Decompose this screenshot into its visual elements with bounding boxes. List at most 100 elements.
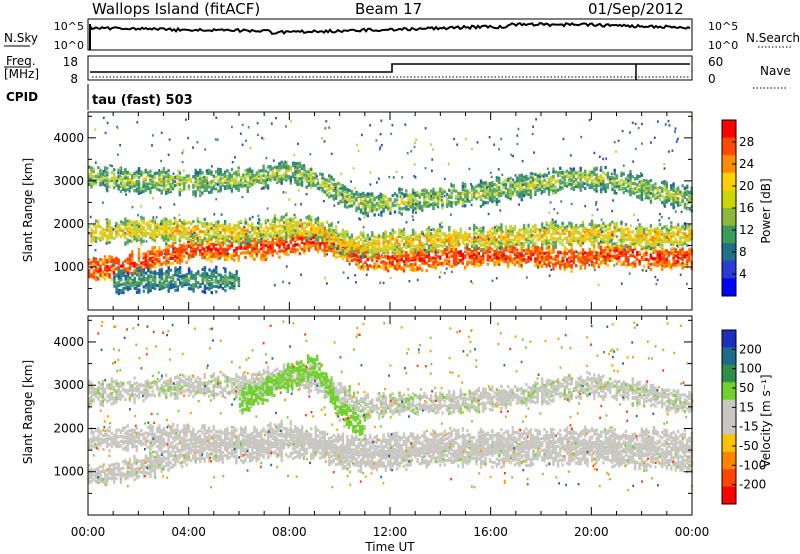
heatmap-cell-0-2424 [315, 218, 317, 221]
heatmap-cell-0-1409 [568, 261, 570, 264]
heatmap-cell-0-2032 [181, 235, 183, 238]
heatmap-cell-0-1382 [559, 265, 561, 268]
heatmap-cell-0-4100 [276, 177, 278, 180]
heatmap-cell-0-2984 [500, 223, 502, 226]
heatmap-cell-0-3168 [566, 239, 568, 242]
heatmap-cell-0-4302 [344, 191, 346, 194]
heatmap-cell-0-228 [167, 244, 169, 247]
heatmap-cell-0-2493 [335, 225, 337, 228]
heatmap-cell-0-3056 [527, 234, 529, 237]
heatmap-cell-0-975 [419, 255, 421, 258]
heatmap-cell-0-3502 [675, 226, 677, 229]
heatmap-cell-0-1508 [602, 249, 604, 252]
heatmap-cell-0-3716 [142, 171, 144, 174]
heatmap-cell-0-752 [344, 247, 346, 250]
heatmap-cell-0-2306 [274, 214, 276, 217]
heatmap-cell-0-1080 [455, 255, 457, 258]
heatmap-cell-0-4630 [464, 183, 466, 186]
heatmap-cell-0-3374 [636, 230, 638, 233]
heatmap-cell-0-2492 [335, 229, 337, 232]
heatmap-cell-0-547 [278, 245, 280, 248]
heatmap-cell-0-1121 [471, 250, 473, 253]
heatmap-cell-0-4319 [351, 196, 353, 199]
heatmap-cell-0-2063 [192, 241, 194, 244]
heatmap-cell-0-3349 [625, 227, 627, 230]
heatmap-cell-0-1726 [681, 250, 683, 253]
heatmap-cell-0-1509 [604, 262, 606, 265]
freq-unit-label: [MHz] [4, 67, 39, 81]
heatmap-cell-0-186 [151, 246, 153, 249]
heatmap-cell-0-3708 [140, 187, 142, 190]
heatmap-cell-0-3982 [233, 185, 235, 188]
heatmap-cell-0-4856 [537, 177, 539, 180]
heatmap-cell-0-2884 [473, 247, 475, 250]
heatmap-cell-0-3937 [217, 168, 219, 171]
heatmap-cell-0-1598 [634, 255, 636, 258]
heatmap-cell-0-4597 [455, 201, 457, 204]
heatmap-cell-0-945 [410, 248, 412, 251]
heatmap-cell-0-2800 [437, 228, 439, 231]
heatmap-cell-0-3206 [577, 230, 579, 233]
heatmap-cell-0-4233 [321, 187, 323, 190]
heatmap-cell-0-3546 [688, 227, 690, 230]
heatmap-cell-0-1899 [140, 237, 142, 240]
heatmap-cell-0-1854 [129, 239, 131, 242]
heatmap-cell-0-2219 [244, 240, 246, 243]
heatmap-cell-0-1531 [611, 259, 613, 262]
heatmap-cell-0-511 [262, 240, 264, 243]
heatmap-cell-0-3174 [568, 239, 570, 242]
heatmap-cell-0-4881 [546, 174, 548, 177]
heatmap-cell-0-4653 [478, 195, 480, 198]
heatmap-cell-0-2666 [392, 237, 394, 240]
heatmap-cell-0-2349 [290, 230, 292, 233]
heatmap-cell-0-3858 [195, 184, 197, 187]
heatmap-cell-0-189 [154, 262, 156, 265]
heatmap-cell-0-1187 [496, 255, 498, 258]
heatmap-cell-0-371 [217, 249, 219, 252]
heatmap-cell-0-2413 [310, 216, 312, 219]
heatmap-cell-0-4456 [403, 201, 405, 204]
heatmap-cell-0-3902 [206, 187, 208, 190]
heatmap-cell-0-1641 [654, 261, 656, 264]
heatmap-cell-0-1221 [507, 261, 509, 264]
heatmap-cell-0-2814 [441, 232, 443, 235]
heatmap-cell-0-194 [154, 246, 156, 249]
heatmap-cell-0-1547 [618, 259, 620, 262]
heatmap-cell-0-1175 [491, 254, 493, 257]
heatmap-cell-0-4533 [430, 203, 432, 206]
heatmap-cell-0-1925 [147, 221, 149, 224]
heatmap-cell-0-2796 [437, 238, 439, 241]
heatmap-cell-0-3925 [213, 175, 215, 178]
heatmap-cell-0-3584 [99, 179, 101, 182]
heatmap-cell-0-4437 [394, 192, 396, 195]
heatmap-cell-0-1612 [641, 256, 643, 259]
heatmap-cell-0-277 [185, 261, 187, 264]
heatmap-cell-0-516 [265, 239, 267, 242]
heatmap-cell-0-4314 [349, 197, 351, 200]
heatmap-cell-0-1956 [156, 223, 158, 226]
heatmap-cell-0-2037 [181, 224, 183, 227]
heatmap-cell-0-2589 [367, 241, 369, 244]
heatmap-cell-0-4451 [401, 198, 403, 201]
heatmap-cell-0-2998 [507, 238, 509, 241]
heatmap-cell-0-3510 [677, 228, 679, 231]
heatmap-cell-0-170 [147, 250, 149, 253]
heatmap-cell-0-4908 [555, 189, 557, 192]
heatmap-cell-0-245 [174, 247, 176, 250]
heatmap-cell-0-2658 [389, 235, 391, 238]
heatmap-cell-0-2086 [197, 220, 199, 223]
heatmap-cell-0-1966 [161, 220, 163, 223]
heatmap-cell-0-161 [145, 253, 147, 256]
heatmap-cell-0-1848 [127, 239, 129, 242]
heatmap-cell-0-2603 [371, 242, 373, 245]
heatmap-cell-0-4821 [525, 175, 527, 178]
heatmap-cell-0-2240 [249, 217, 251, 220]
heatmap-cell-0-4838 [530, 172, 532, 175]
heatmap-cell-0-2475 [330, 236, 332, 239]
heatmap-cell-0-1395 [564, 255, 566, 258]
heatmap-cell-0-1235 [512, 261, 514, 264]
heatmap-cell-0-2379 [299, 230, 301, 233]
heatmap-cell-0-2880 [469, 227, 471, 230]
heatmap-cell-0-3667 [127, 176, 129, 179]
heatmap-cell-0-4913 [557, 189, 559, 192]
